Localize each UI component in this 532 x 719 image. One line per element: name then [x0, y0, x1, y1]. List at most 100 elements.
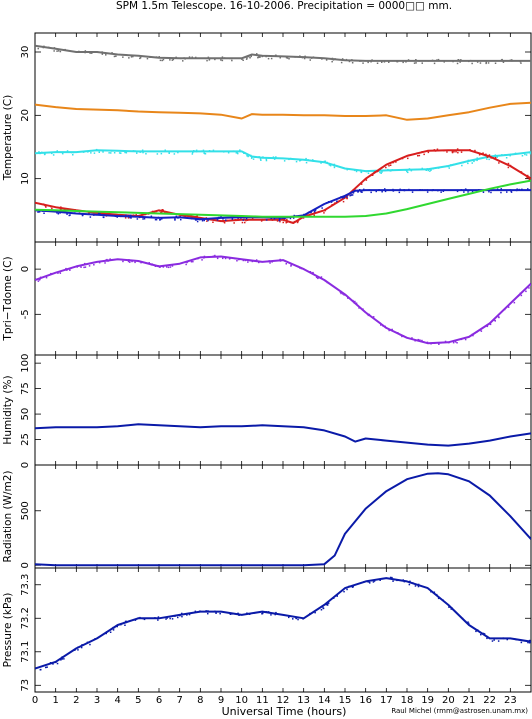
- data-point: [361, 191, 363, 193]
- data-point: [381, 166, 383, 169]
- data-point: [159, 59, 162, 62]
- data-point: [464, 188, 467, 190]
- data-point: [223, 57, 226, 59]
- data-point: [248, 55, 250, 58]
- data-point: [456, 190, 459, 193]
- data-point: [223, 151, 225, 153]
- data-point: [249, 259, 252, 262]
- data-point: [309, 211, 312, 214]
- data-point: [77, 646, 79, 648]
- data-point: [81, 214, 84, 217]
- data-point: [451, 607, 453, 609]
- data-point: [161, 218, 163, 220]
- data-point: [265, 611, 267, 613]
- data-point: [162, 58, 165, 61]
- data-point: [250, 54, 252, 57]
- data-point: [81, 644, 83, 646]
- data-point: [124, 217, 127, 219]
- data-point: [160, 211, 162, 214]
- data-point: [146, 57, 149, 60]
- data-point: [169, 59, 171, 61]
- data-point: [55, 661, 57, 664]
- data-point: [136, 218, 139, 220]
- data-point: [296, 158, 299, 161]
- data-point: [452, 163, 455, 166]
- data-point: [265, 219, 268, 221]
- data-point: [455, 151, 457, 153]
- data-point: [346, 196, 348, 198]
- data-point: [433, 62, 436, 65]
- data-point: [498, 316, 500, 319]
- data-point: [288, 615, 291, 617]
- data-point: [88, 265, 91, 267]
- data-point: [45, 666, 47, 669]
- data-point: [301, 56, 304, 59]
- data-point: [67, 50, 69, 52]
- x-tick-label: 18: [401, 695, 414, 706]
- data-point: [182, 60, 184, 62]
- data-point: [391, 169, 394, 171]
- data-point: [297, 219, 300, 221]
- data-point: [309, 271, 312, 273]
- data-point: [86, 641, 89, 644]
- data-point: [526, 177, 528, 179]
- data-point: [331, 57, 334, 60]
- data-point: [230, 57, 233, 60]
- data-point: [337, 200, 339, 203]
- data-point: [354, 300, 356, 303]
- data-point: [490, 157, 492, 159]
- data-point: [195, 56, 197, 59]
- data-point: [469, 149, 471, 151]
- data-point: [490, 191, 492, 194]
- data-point: [237, 152, 239, 155]
- data-point: [464, 337, 466, 339]
- data-point: [345, 58, 348, 61]
- data-point: [478, 154, 481, 156]
- data-point: [367, 314, 370, 317]
- data-point: [120, 623, 122, 626]
- data-point: [186, 214, 188, 217]
- data-point: [166, 617, 168, 619]
- data-point: [502, 637, 505, 640]
- data-point: [216, 257, 219, 260]
- data-point: [507, 306, 510, 308]
- data-point: [501, 60, 504, 62]
- data-point: [426, 191, 429, 193]
- data-point: [482, 632, 485, 635]
- data-point: [109, 258, 111, 260]
- data-point: [340, 292, 342, 295]
- data-point: [488, 158, 490, 161]
- data-point: [367, 61, 369, 64]
- data-point: [525, 154, 528, 156]
- data-point: [113, 152, 116, 154]
- y-tick-label: 73: [20, 679, 31, 692]
- data-point: [174, 218, 176, 220]
- y-tick-label: 30: [20, 46, 31, 59]
- data-point: [214, 58, 216, 61]
- data-point: [467, 621, 469, 623]
- data-point: [39, 278, 41, 280]
- data-point: [423, 341, 425, 343]
- data-point: [326, 604, 329, 606]
- data-point: [56, 150, 58, 152]
- data-point: [497, 640, 500, 642]
- data-point: [243, 151, 246, 154]
- data-point: [135, 214, 137, 216]
- data-point: [498, 189, 500, 191]
- data-point: [246, 155, 248, 157]
- series-gray: [35, 44, 531, 65]
- data-point: [74, 212, 76, 214]
- data-point: [70, 267, 72, 270]
- data-point: [221, 59, 224, 62]
- data-point: [496, 156, 498, 158]
- data-point: [157, 216, 160, 219]
- data-point: [93, 214, 95, 216]
- data-point: [93, 264, 95, 266]
- data-point: [144, 213, 146, 216]
- data-point: [463, 191, 465, 193]
- data-point: [151, 263, 153, 265]
- data-point: [527, 641, 529, 644]
- data-point: [421, 189, 423, 191]
- data-point: [112, 629, 115, 631]
- data-point: [359, 60, 361, 62]
